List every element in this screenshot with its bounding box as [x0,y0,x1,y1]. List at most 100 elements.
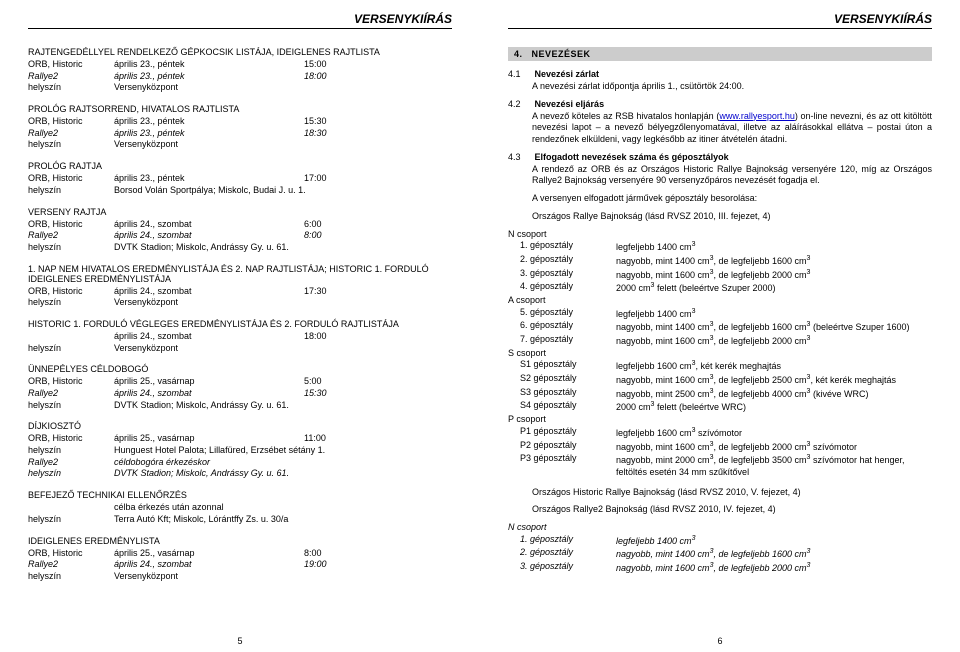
class: 4. géposztály [520,281,616,295]
label: ORB, Historic [28,286,114,298]
label: Rallye2 [28,559,114,571]
date: április 24., szombat [114,388,304,400]
paragraph: A versenyen elfogadott járművek géposztá… [508,193,932,205]
sub-title: Elfogadott nevezések száma és géposztály… [535,152,729,162]
sub-title: Nevezési eljárás [535,99,605,109]
heading-num: 4. [514,49,523,59]
time: 18:00 [304,71,364,83]
label: helyszín [28,343,114,355]
class: P1 géposztály [520,426,616,440]
time: 19:00 [304,559,364,571]
spec: nagyobb, mint 1600 cm3, de legfeljebb 20… [616,334,932,348]
label: Rallye2 [28,128,114,140]
class: P2 géposztály [520,440,616,454]
venue: Terra Autó Kft; Miskolc, Lórántffy Zs. u… [114,514,452,526]
section-title: BEFEJEZŐ TECHNIKAI ELLENŐRZÉS [28,490,452,500]
section-8: DÍJKIOSZTÓ ORB, Historicáprilis 25., vas… [28,421,452,480]
sub-num: 4.3 [508,152,532,162]
label: helyszín [28,468,114,480]
label: ORB, Historic [28,116,114,128]
section-6: HISTORIC 1. FORDULÓ VÉGLEGES EREDMÉNYLIS… [28,319,452,354]
note: céldobogóra érkezéskor [114,457,452,469]
time: 17:00 [304,173,364,185]
time: 15:00 [304,59,364,71]
section-3: PROLÓG RAJTJA ORB, Historicáprilis 23., … [28,161,452,196]
label: ORB, Historic [28,376,114,388]
section-7: ÜNNEPÉLYES CÉLDOBOGÓ ORB, Historicáprili… [28,364,452,411]
group-n-r2: N csoport [508,522,932,534]
label: ORB, Historic [28,173,114,185]
label: ORB, Historic [28,59,114,71]
label: helyszín [28,82,114,94]
spec: nagyobb, mint 1600 cm3, de legfeljebb 20… [616,440,932,454]
venue: DVTK Stadion; Miskolc, Andrássy Gy. u. 6… [114,400,452,412]
label: ORB, Historic [28,548,114,560]
date: április 23., péntek [114,116,304,128]
page-right: VERSENYKIÍRÁS 4. NEVEZÉSEK 4.1 Nevezési … [480,0,960,652]
sub-num: 4.2 [508,99,532,109]
label: Rallye2 [28,457,114,469]
paragraph: A nevező köteles az RSB hivatalos honlap… [508,111,932,146]
date: április 23., péntek [114,71,304,83]
date: április 24., szombat [114,219,304,231]
note: célba érkezés után azonnal [114,502,452,514]
group-s: S csoport [508,348,932,360]
section-2: PROLÓG RAJTSORREND, HIVATALOS RAJTLISTA … [28,104,452,151]
section-1: RAJTENGEDÉLLYEL RENDELKEZŐ GÉPKOCSIK LIS… [28,47,452,94]
label: ORB, Historic [28,433,114,445]
spec: nagyobb, mint 1600 cm3, de legfeljebb 20… [616,268,932,282]
text: A nevező köteles az RSB hivatalos honlap… [532,111,719,121]
label [28,502,114,514]
class: 7. géposztály [520,334,616,348]
orb-title: Országos Rallye Bajnokság (lásd RVSZ 201… [508,211,932,223]
subsection-4-2: 4.2 Nevezési eljárás [508,99,932,109]
section-title: VERSENY RAJTJA [28,207,452,217]
paragraph: A nevezési zárlat időpontja április 1., … [508,81,932,93]
link-rallyesport[interactable]: www.rallyesport.hu [719,111,795,121]
header-right: VERSENYKIÍRÁS [508,12,932,29]
page-number: 5 [237,636,242,646]
group-a: A csoport [508,295,932,307]
paragraph: A rendező az ORB és az Országos Historic… [508,164,932,187]
group-p: P csoport [508,414,932,426]
section-title: IDEIGLENES EREDMÉNYLISTA [28,536,452,546]
section-10: IDEIGLENES EREDMÉNYLISTA ORB, Historicáp… [28,536,452,583]
label: helyszín [28,242,114,254]
section-title: ÜNNEPÉLYES CÉLDOBOGÓ [28,364,452,374]
time: 8:00 [304,548,364,560]
venue: Versenyközpont [114,297,452,309]
label: helyszín [28,571,114,583]
venue: Versenyközpont [114,571,452,583]
date: április 25., vasárnap [114,433,304,445]
venue: DVTK Stadion; Miskolc, Andrássy Gy. u. 6… [114,242,452,254]
class: P3 géposztály [520,453,616,478]
spec: nagyobb, mint 1600 cm3, de legfeljebb 20… [616,561,932,575]
date: április 24., szombat [114,286,304,298]
spec: nagyobb, mint 2000 cm3, de legfeljebb 35… [616,453,932,478]
label: ORB, Historic [28,219,114,231]
spec: 2000 cm3 felett (beleértve Szuper 2000) [616,281,932,295]
date: április 25., vasárnap [114,548,304,560]
venue: Versenyközpont [114,82,452,94]
sub-title: Nevezési zárlat [535,69,600,79]
section-title: HISTORIC 1. FORDULÓ VÉGLEGES EREDMÉNYLIS… [28,319,452,329]
label: helyszín [28,514,114,526]
label: helyszín [28,445,114,457]
page-left: VERSENYKIÍRÁS RAJTENGEDÉLLYEL RENDELKEZŐ… [0,0,480,652]
spec: 2000 cm3 felett (beleértve WRC) [616,400,932,414]
date: április 23., péntek [114,173,304,185]
class: 2. géposztály [520,254,616,268]
label: helyszín [28,400,114,412]
time: 18:00 [304,331,364,343]
date: április 24., szombat [114,230,304,242]
time: 15:30 [304,116,364,128]
section-title: DÍJKIOSZTÓ [28,421,452,431]
spec: nagyobb, mint 2500 cm3, de legfeljebb 40… [616,387,932,401]
subsection-4-1: 4.1 Nevezési zárlat [508,69,932,79]
class: S3 géposztály [520,387,616,401]
date: április 25., vasárnap [114,376,304,388]
time: 5:00 [304,376,364,388]
time: 15:30 [304,388,364,400]
time: 6:00 [304,219,364,231]
class: 1. géposztály [520,534,616,548]
